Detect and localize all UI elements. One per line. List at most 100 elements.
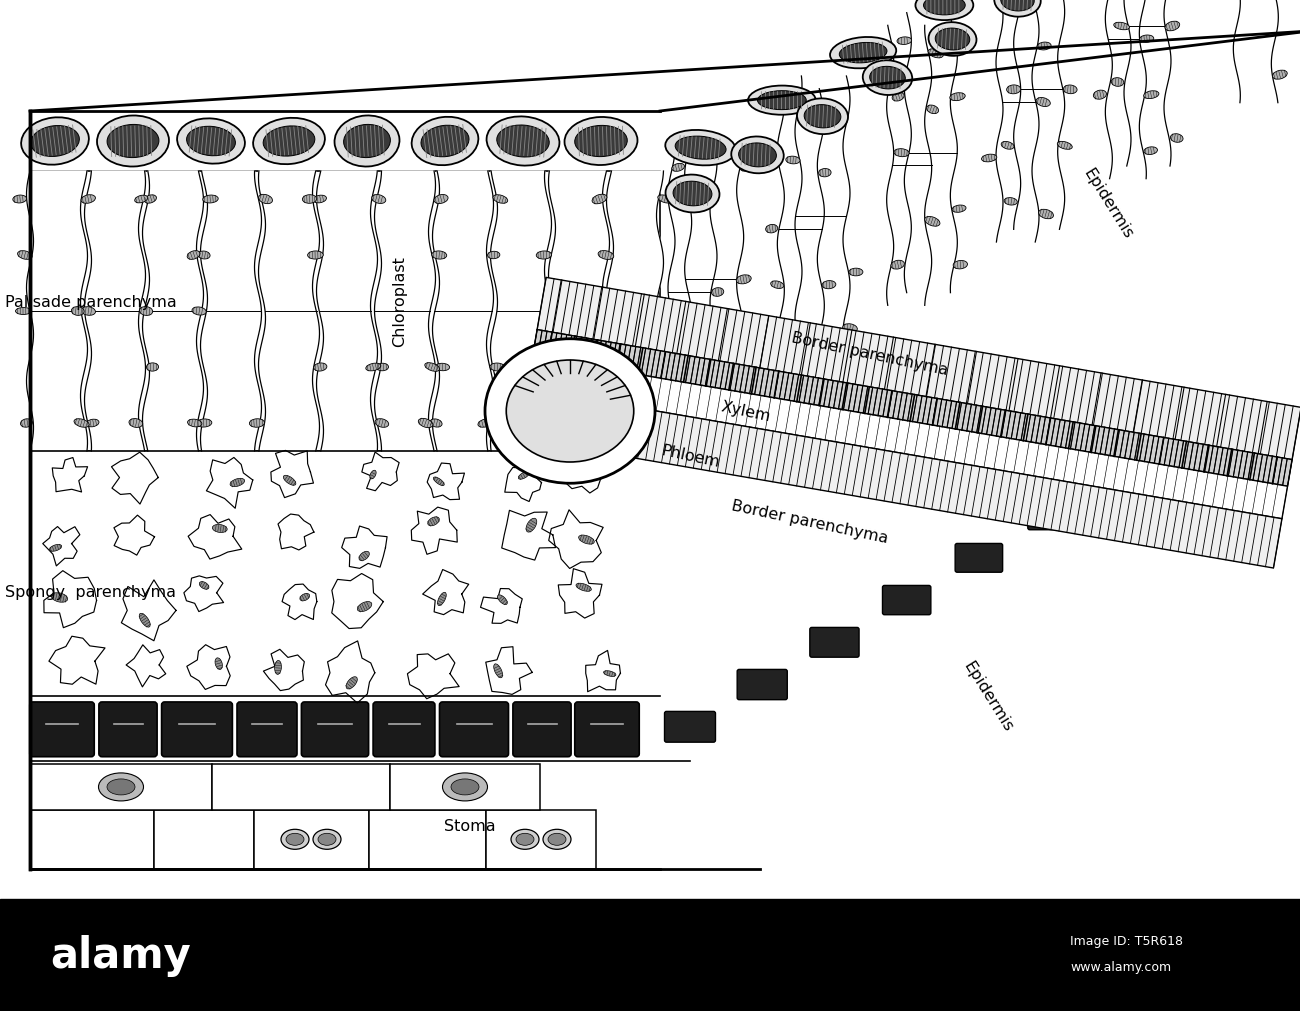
Ellipse shape	[994, 0, 1041, 17]
Polygon shape	[183, 576, 224, 612]
Ellipse shape	[1036, 98, 1050, 107]
Polygon shape	[519, 389, 1282, 568]
Bar	[369, 810, 486, 869]
Ellipse shape	[16, 308, 31, 315]
Ellipse shape	[187, 420, 202, 428]
Ellipse shape	[254, 118, 325, 165]
Polygon shape	[428, 464, 464, 500]
Ellipse shape	[666, 175, 719, 213]
Ellipse shape	[551, 307, 566, 315]
Ellipse shape	[1063, 86, 1078, 95]
Ellipse shape	[598, 252, 614, 260]
Ellipse shape	[840, 43, 887, 64]
Polygon shape	[207, 458, 252, 509]
Ellipse shape	[343, 125, 390, 159]
FancyBboxPatch shape	[810, 628, 859, 657]
Ellipse shape	[434, 195, 448, 204]
Ellipse shape	[564, 118, 637, 166]
Polygon shape	[114, 516, 155, 556]
Ellipse shape	[738, 144, 776, 168]
Bar	[30, 810, 153, 869]
Ellipse shape	[1165, 22, 1179, 31]
Ellipse shape	[595, 308, 608, 315]
Ellipse shape	[372, 195, 386, 204]
Polygon shape	[84, 172, 146, 452]
Polygon shape	[996, 0, 1039, 243]
Ellipse shape	[805, 105, 841, 128]
Ellipse shape	[1037, 43, 1052, 51]
FancyBboxPatch shape	[575, 703, 640, 757]
Polygon shape	[537, 278, 1300, 460]
Ellipse shape	[199, 582, 209, 589]
Ellipse shape	[81, 195, 95, 204]
Ellipse shape	[575, 126, 628, 158]
Polygon shape	[558, 569, 602, 619]
Text: Chloroplast: Chloroplast	[393, 257, 407, 347]
Ellipse shape	[660, 345, 672, 353]
FancyBboxPatch shape	[883, 585, 931, 615]
Ellipse shape	[99, 773, 143, 801]
Ellipse shape	[849, 269, 863, 277]
Ellipse shape	[263, 126, 315, 157]
Ellipse shape	[430, 420, 442, 428]
Ellipse shape	[870, 68, 905, 90]
Ellipse shape	[663, 363, 676, 372]
FancyBboxPatch shape	[1173, 419, 1218, 445]
Ellipse shape	[758, 92, 806, 110]
Ellipse shape	[303, 195, 317, 204]
Ellipse shape	[300, 593, 309, 602]
Ellipse shape	[603, 671, 616, 676]
Ellipse shape	[1114, 23, 1130, 30]
Ellipse shape	[139, 614, 151, 628]
Ellipse shape	[842, 325, 857, 333]
Ellipse shape	[935, 29, 970, 51]
Ellipse shape	[818, 337, 832, 346]
Ellipse shape	[230, 479, 244, 487]
Ellipse shape	[892, 93, 903, 102]
Bar	[390, 764, 540, 810]
Ellipse shape	[346, 677, 358, 690]
Ellipse shape	[763, 338, 777, 345]
Ellipse shape	[21, 420, 32, 428]
Ellipse shape	[334, 116, 399, 168]
Ellipse shape	[1093, 91, 1106, 100]
Polygon shape	[1234, 0, 1278, 103]
FancyBboxPatch shape	[664, 712, 715, 742]
Polygon shape	[549, 172, 610, 452]
Text: Stoma: Stoma	[445, 819, 495, 834]
Ellipse shape	[519, 472, 529, 480]
Ellipse shape	[536, 252, 551, 260]
FancyBboxPatch shape	[237, 703, 296, 757]
Ellipse shape	[318, 833, 335, 845]
Polygon shape	[49, 637, 105, 684]
Bar	[153, 810, 254, 869]
Ellipse shape	[497, 125, 549, 158]
Polygon shape	[533, 331, 1292, 486]
FancyBboxPatch shape	[161, 703, 233, 757]
Ellipse shape	[785, 157, 800, 165]
Polygon shape	[325, 641, 374, 704]
Ellipse shape	[1112, 79, 1123, 87]
Ellipse shape	[578, 536, 594, 545]
Polygon shape	[887, 26, 932, 306]
Ellipse shape	[676, 387, 690, 396]
Ellipse shape	[952, 206, 966, 213]
Text: Image ID: T5R618: Image ID: T5R618	[1070, 934, 1183, 947]
FancyBboxPatch shape	[99, 703, 157, 757]
Ellipse shape	[135, 196, 148, 203]
Ellipse shape	[771, 282, 784, 289]
Polygon shape	[607, 172, 663, 452]
Ellipse shape	[359, 552, 369, 561]
Ellipse shape	[358, 602, 372, 612]
Ellipse shape	[797, 99, 848, 135]
Polygon shape	[1105, 0, 1147, 180]
Ellipse shape	[144, 196, 156, 204]
Polygon shape	[586, 651, 620, 692]
Polygon shape	[504, 464, 541, 502]
Polygon shape	[316, 172, 377, 452]
Ellipse shape	[928, 50, 944, 59]
Polygon shape	[564, 454, 606, 493]
Polygon shape	[685, 141, 744, 420]
Text: Border parenchyma: Border parenchyma	[790, 330, 949, 377]
Polygon shape	[433, 172, 494, 452]
